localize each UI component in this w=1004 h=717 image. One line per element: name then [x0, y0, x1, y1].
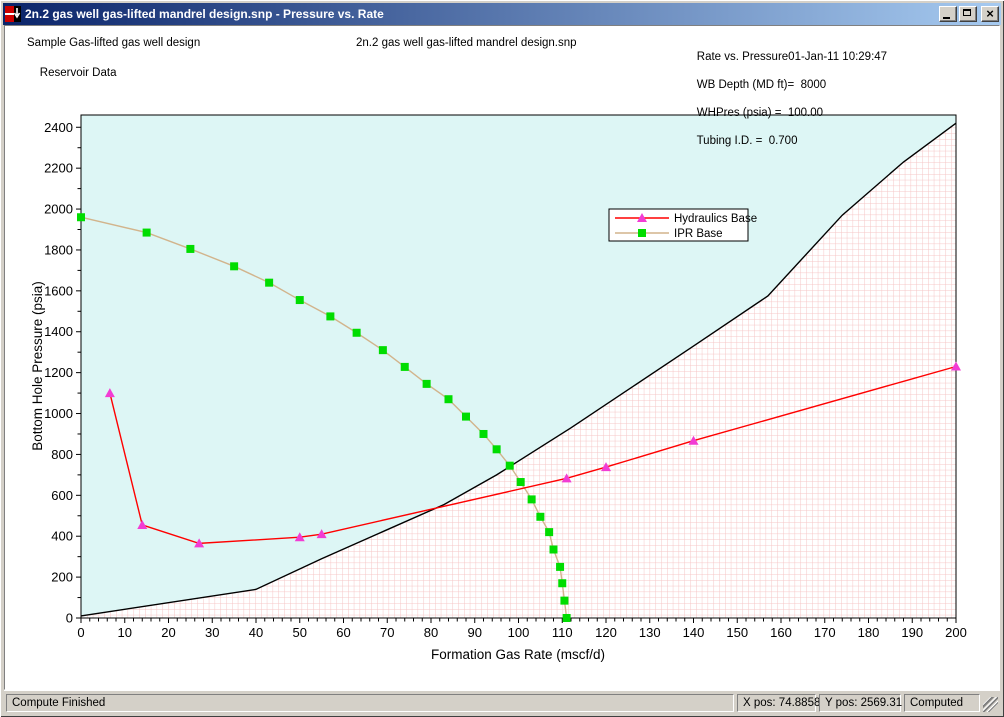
maximize-button[interactable] — [959, 6, 977, 22]
window-title: 2n.2 gas well gas-lifted mandrel design.… — [25, 7, 384, 21]
status-bar: Compute Finished X pos: 74.8858 Y pos: 2… — [4, 690, 1000, 714]
minimize-icon — [943, 17, 950, 19]
minimize-button[interactable] — [939, 6, 957, 22]
header-left: Sample Gas-lifted gas well design Reserv… — [27, 36, 200, 81]
whp-value: WHPres (psia) = 100.00 — [696, 107, 824, 119]
maximize-icon — [963, 9, 971, 16]
tubing-id-value: Tubing I.D. = 0.700 — [696, 135, 798, 147]
resize-grip[interactable] — [983, 697, 998, 712]
compute-state: Computed — [904, 693, 980, 712]
cursor-x-position: X pos: 74.8858 — [737, 693, 820, 712]
status-message: Compute Finished — [6, 693, 734, 712]
wb-depth-value: WB Depth (MD ft)= 8000 — [696, 79, 827, 91]
close-icon: × — [986, 5, 994, 21]
app-icon — [5, 6, 21, 22]
close-button[interactable]: × — [981, 6, 999, 22]
well-description: Sample Gas-lifted gas well design — [27, 37, 201, 49]
cursor-y-position: Y pos: 2569.31 — [819, 693, 902, 712]
title-bar[interactable]: 2n.2 gas well gas-lifted mandrel design.… — [3, 3, 1001, 25]
header-filename: 2n.2 gas well gas-lifted mandrel design.… — [356, 37, 577, 49]
plot-area[interactable] — [81, 115, 956, 618]
run-title-timestamp: Rate vs. Pressure01-Jan-11 10:29:47 — [696, 51, 888, 63]
header-run-info: Rate vs. Pressure01-Jan-11 10:29:47 WB D… — [684, 36, 888, 162]
data-source-label: Reservoir Data — [39, 67, 117, 79]
